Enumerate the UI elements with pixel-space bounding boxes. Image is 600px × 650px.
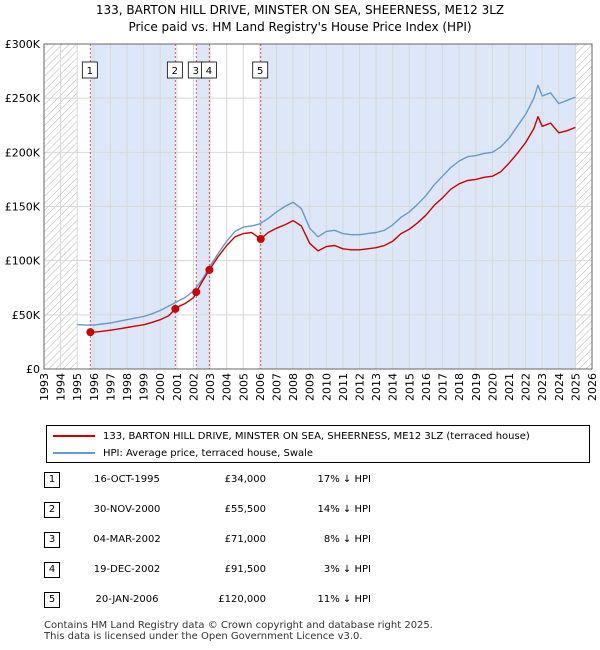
x-tick-label: 2026 [586, 373, 599, 401]
sale-point [171, 304, 180, 313]
sale-badge: 5 [44, 592, 60, 608]
x-tick-label: 2018 [453, 373, 466, 401]
sale-badge: 2 [44, 502, 60, 518]
sale-marker-label: 5 [257, 66, 263, 77]
sale-point [192, 288, 201, 297]
x-tick-label: 2023 [536, 373, 549, 401]
legend: 133, BARTON HILL DRIVE, MINSTER ON SEA, … [46, 425, 590, 463]
sale-badge: 1 [44, 472, 60, 488]
chart-title-line-2: Price paid vs. HM Land Registry's House … [128, 20, 472, 34]
x-tick-label: 2004 [221, 373, 234, 401]
sale-price: £91,500 [224, 564, 266, 575]
legend-blue-line [53, 452, 95, 454]
x-tick-label: 1996 [88, 373, 101, 401]
sale-hpi-diff: 11% ↓ HPI [317, 594, 371, 605]
x-tick-label: 1998 [121, 373, 134, 401]
footer: Contains HM Land Registry data © Crown c… [44, 620, 433, 642]
legend-property-label: 133, BARTON HILL DRIVE, MINSTER ON SEA, … [103, 430, 530, 442]
sale-marker-box [252, 61, 269, 79]
x-tick-label: 2010 [320, 373, 333, 401]
y-tick-label: £200K [5, 146, 41, 159]
x-tick-label: 2002 [187, 373, 200, 401]
x-tick-label: 2000 [154, 373, 167, 401]
copyright-notice: Contains HM Land Registry data © Crown c… [44, 620, 433, 631]
y-tick-label: £100K [5, 255, 41, 268]
x-tick-label: 1997 [104, 373, 117, 401]
y-tick-label: £300K [5, 38, 41, 51]
legend-item-property: 133, BARTON HILL DRIVE, MINSTER ON SEA, … [53, 428, 530, 444]
legend-hpi-label: HPI: Average price, terraced house, Swal… [103, 447, 314, 459]
sale-marker-label: 3 [193, 66, 199, 77]
x-tick-label: 2019 [470, 373, 483, 401]
sale-marker-box [81, 61, 98, 79]
plot-frame [43, 43, 593, 370]
sale-price: £55,500 [224, 504, 266, 515]
chart-title-line-1: 133, BARTON HILL DRIVE, MINSTER ON SEA, … [95, 3, 505, 17]
sale-marker-label: 1 [87, 66, 93, 77]
sale-date: 30-NOV-2000 [93, 504, 161, 515]
sale-date: 04-MAR-2002 [93, 534, 161, 545]
x-tick-label: 2007 [270, 373, 283, 401]
sale-row-4: 4 19-DEC-2002 £91,500 3% ↓ HPI [44, 560, 584, 580]
sale-price: £71,000 [224, 534, 266, 545]
x-tick-label: 2016 [420, 373, 433, 401]
sale-marker-box [166, 61, 183, 79]
sale-price: £120,000 [218, 594, 266, 605]
sale-hpi-diff: 14% ↓ HPI [317, 504, 371, 515]
x-tick-label: 2012 [354, 373, 367, 401]
sale-marker-box [200, 61, 217, 79]
sale-row-3: 3 04-MAR-2002 £71,000 8% ↓ HPI [44, 530, 584, 550]
x-tick-label: 2017 [437, 373, 450, 401]
x-tick-label: 2021 [503, 373, 516, 401]
x-tick-label: 2022 [520, 373, 533, 401]
legend-item-hpi: HPI: Average price, terraced house, Swal… [53, 445, 313, 461]
sale-marker-label: 4 [206, 66, 212, 77]
x-tick-label: 2013 [370, 373, 383, 401]
x-tick-label: 2025 [569, 373, 582, 401]
x-tick-label: 2001 [171, 373, 184, 401]
legend-red-line [53, 435, 95, 437]
sale-date: 19-DEC-2002 [93, 564, 161, 575]
licence-notice: This data is licensed under the Open Gov… [44, 631, 363, 642]
property-series-line [90, 115, 576, 333]
x-tick-label: 1994 [55, 373, 68, 401]
x-tick-label: 1999 [138, 373, 151, 401]
x-tick-label: 2008 [287, 373, 300, 401]
y-tick-label: £150K [5, 201, 41, 214]
sale-hpi-diff: 17% ↓ HPI [317, 474, 371, 485]
x-tick-label: 2006 [254, 373, 267, 401]
hpi-series-line [77, 84, 576, 326]
sale-badge: 4 [44, 562, 60, 578]
x-tick-label: 1995 [71, 373, 84, 401]
sale-date: 20-JAN-2006 [95, 594, 159, 605]
sale-badge: 3 [44, 532, 60, 548]
sale-hpi-diff: 3% ↓ HPI [323, 564, 371, 575]
y-tick-label: £250K [5, 92, 41, 105]
y-tick-label: £0 [26, 363, 40, 376]
x-tick-label: 2020 [486, 373, 499, 401]
x-tick-label: 2009 [304, 373, 317, 401]
x-tick-label: 2005 [237, 373, 250, 401]
x-tick-label: 2014 [387, 373, 400, 401]
x-tick-label: 2015 [403, 373, 416, 401]
x-tick-label: 1993 [38, 373, 51, 401]
sale-price: £34,000 [224, 474, 266, 485]
sale-row-1: 1 16-OCT-1995 £34,000 17% ↓ HPI [44, 470, 584, 490]
sale-date: 16-OCT-1995 [94, 474, 160, 485]
y-tick-label: £50K [12, 309, 41, 322]
sale-point [205, 265, 214, 274]
sale-point [86, 328, 95, 337]
x-tick-label: 2024 [553, 373, 566, 401]
sale-marker-label: 2 [172, 66, 178, 77]
sale-row-2: 2 30-NOV-2000 £55,500 14% ↓ HPI [44, 500, 584, 520]
sale-hpi-diff: 8% ↓ HPI [323, 534, 371, 545]
x-tick-label: 2011 [337, 373, 350, 401]
x-tick-label: 2003 [204, 373, 217, 401]
sale-point [256, 235, 265, 243]
sale-row-5: 5 20-JAN-2006 £120,000 11% ↓ HPI [44, 590, 584, 610]
